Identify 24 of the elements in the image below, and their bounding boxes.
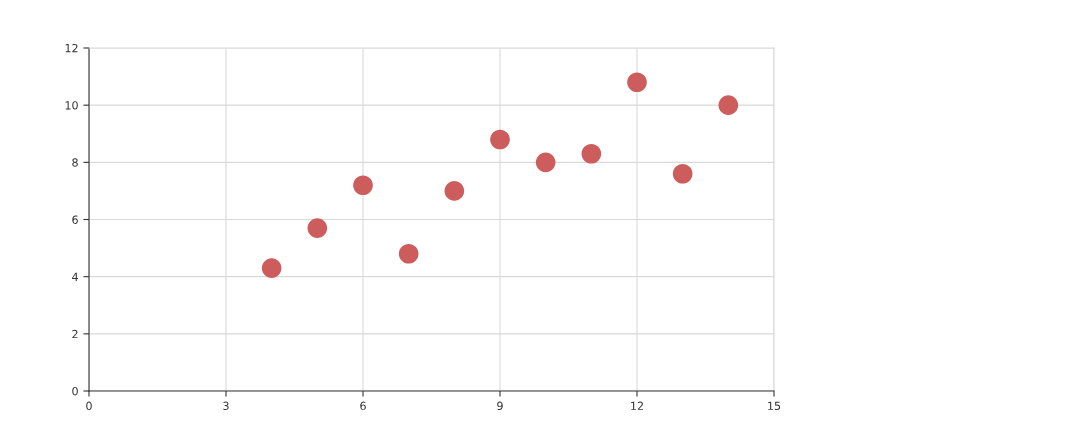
point	[444, 181, 465, 201]
x-tick-label: 3	[223, 401, 229, 411]
point	[535, 152, 556, 173]
y-tick-label: 6	[72, 215, 78, 224]
x-tick-label: 15	[768, 401, 781, 411]
x-tick-label: 6	[360, 401, 366, 411]
y-tick-label: 4	[72, 272, 78, 281]
point	[718, 95, 739, 115]
point	[353, 175, 373, 196]
y-tick-label: 12	[65, 43, 78, 53]
point	[627, 72, 647, 93]
point	[490, 129, 510, 150]
point	[307, 218, 328, 238]
y-tick-label: 2	[72, 329, 78, 339]
point	[261, 258, 282, 278]
y-tick-label: 10	[65, 101, 78, 110]
point	[398, 243, 419, 264]
y-tick-label: 8	[72, 158, 78, 167]
point	[581, 143, 602, 164]
x-tick-label: 0	[86, 401, 92, 411]
y-tick-label: 0	[72, 386, 78, 396]
point	[672, 163, 693, 184]
x-tick-label: 9	[497, 401, 503, 411]
x-tick-label: 12	[631, 401, 643, 410]
